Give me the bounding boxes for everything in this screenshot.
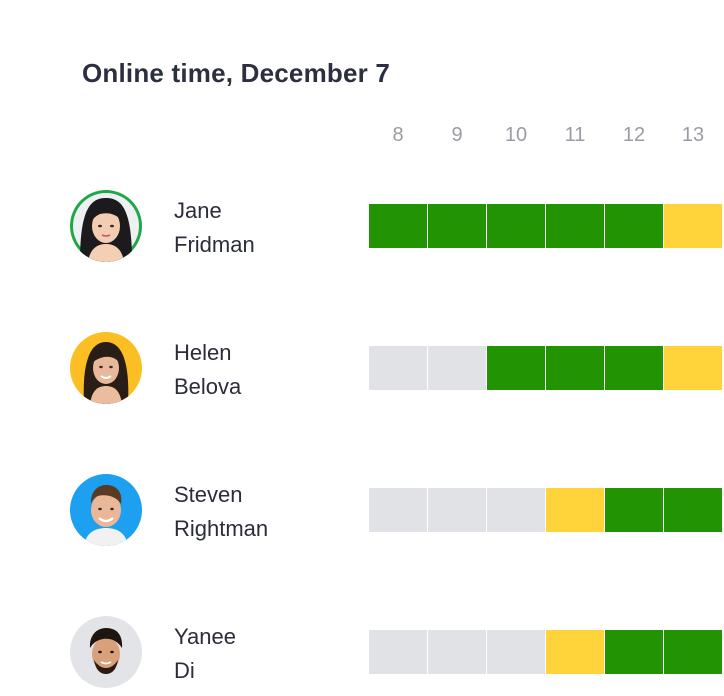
timeline-cell: [487, 630, 545, 674]
timeline-cell: [369, 630, 427, 674]
first-name: Jane: [174, 198, 222, 223]
timeline-cell: [664, 346, 722, 390]
hour-label: 9: [451, 124, 463, 146]
person-row: Yanee Di: [0, 616, 724, 696]
timeline-cell: [605, 630, 663, 674]
last-name: Di: [174, 658, 195, 683]
avatar: [70, 474, 142, 546]
person-row: Jane Fridman: [0, 190, 724, 270]
timeline-cell: [428, 204, 486, 248]
timeline-cell: [369, 488, 427, 532]
person-name: Helen Belova: [174, 336, 241, 404]
timeline-cell: [428, 346, 486, 390]
timeline-cell: [487, 488, 545, 532]
avatar: [70, 190, 142, 262]
timeline-cell: [664, 204, 722, 248]
hour-label: 10: [504, 124, 528, 146]
first-name: Helen: [174, 340, 232, 365]
timeline-cell: [487, 204, 545, 248]
hour-label: 11: [564, 124, 586, 146]
timeline-cell: [546, 630, 604, 674]
last-name: Rightman: [174, 516, 269, 541]
first-name: Steven: [174, 482, 243, 507]
timeline-cell: [546, 346, 604, 390]
timeline-cell: [605, 488, 663, 532]
avatar: [70, 332, 142, 404]
timeline-cell: [605, 204, 663, 248]
timeline-cell: [369, 346, 427, 390]
person-name: Jane Fridman: [174, 194, 255, 262]
hour-label: 12: [622, 124, 646, 146]
first-name: Yanee: [174, 624, 236, 649]
last-name: Fridman: [174, 232, 255, 257]
person-row: Steven Rightman: [0, 474, 724, 554]
last-name: Belova: [174, 374, 242, 399]
timeline-cell: [605, 346, 663, 390]
person-name: Yanee Di: [174, 620, 236, 688]
timeline-cell: [546, 488, 604, 532]
avatar: [70, 616, 142, 688]
timeline-cell: [664, 488, 722, 532]
timeline-cell: [369, 204, 427, 248]
hour-label: 8: [392, 124, 404, 146]
timeline-cell: [487, 346, 545, 390]
timeline-cell: [546, 204, 604, 248]
hour-label: 13: [681, 124, 705, 146]
page-title: Online time, December 7: [82, 58, 391, 88]
timeline-cell: [428, 488, 486, 532]
person-name: Steven Rightman: [174, 478, 268, 546]
timeline-cell: [664, 630, 722, 674]
person-row: Helen Belova: [0, 332, 724, 412]
timeline-cell: [428, 630, 486, 674]
